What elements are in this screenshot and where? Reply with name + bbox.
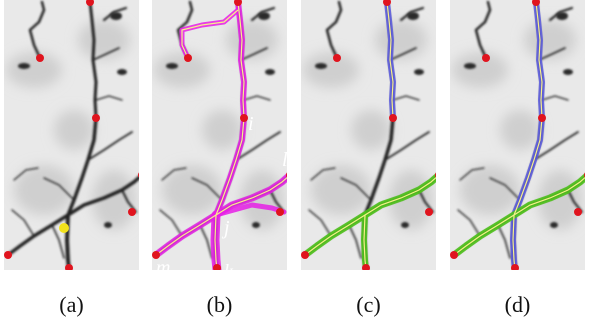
endpoint-nodes: [4, 0, 139, 270]
panel-c-image: [301, 0, 436, 270]
label-l: l: [282, 149, 287, 171]
panel-d-image: [450, 0, 585, 270]
panel-d: [450, 0, 585, 270]
caption-a: (a): [59, 292, 84, 317]
label-j: j: [221, 217, 230, 239]
panel-b: i j k l m: [152, 0, 287, 270]
caption-c: (c): [356, 292, 381, 317]
panel-c: [301, 0, 436, 270]
panel-a: [4, 0, 139, 270]
caption-b: (b): [206, 292, 233, 317]
junction-node: [59, 223, 69, 233]
label-k: k: [224, 261, 234, 270]
caption-d: (d): [504, 292, 531, 317]
panel-a-image: [4, 0, 139, 270]
centerlines: [155, 1, 287, 270]
panel-b-image: i j k l m: [152, 0, 287, 270]
label-m: m: [156, 257, 170, 270]
label-i: i: [248, 113, 254, 135]
